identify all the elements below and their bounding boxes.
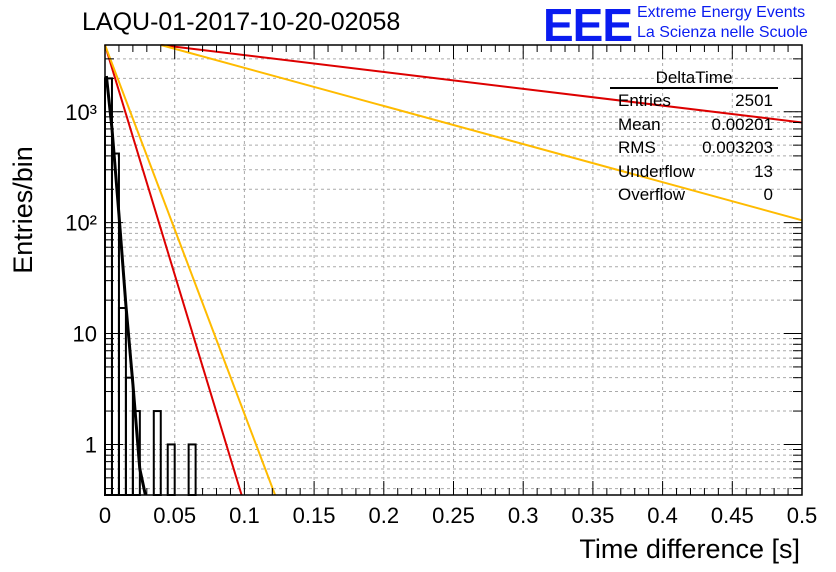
histogram-bar [117,306,127,496]
reference-line [160,44,803,124]
histogram-bar [104,77,113,497]
stats-row-rms: RMS 0.003203 [604,136,778,160]
y-tick-label: 10 [73,322,97,347]
stats-value: 0 [763,185,773,204]
stats-value: 0.00201 [711,114,773,134]
histogram-bar [166,443,176,497]
x-tick-label: 0.2 [369,503,400,528]
x-tick-label: 0.35 [571,503,614,528]
x-axis-label: Time difference [s] [579,534,800,564]
x-tick-label: 0.5 [787,503,818,528]
stats-row-mean: Mean 0.00201 [604,113,778,137]
stats-value: 0.003203 [702,138,773,157]
stats-label: Mean [618,114,661,134]
grid-lines [105,45,802,495]
stats-label: Overflow [618,185,686,204]
x-tick-label: 0.25 [432,503,475,528]
stats-label: Entries [618,91,671,110]
x-tick-label: 0.4 [647,503,678,528]
y-tick-label: 10³ [65,100,97,125]
histogram-bar [152,410,162,496]
histogram-bar [187,443,197,497]
x-tick-label: 0.05 [153,503,196,528]
reference-line [104,44,277,496]
axes: 0 0.05 0.1 0.15 0.2 0.25 0.3 0.35 0.4 0.45 0.5 1 10 1… [65,44,818,528]
x-tick-label: 0.15 [293,503,336,528]
y-tick-label: 1 [85,432,97,457]
reference-line [160,44,803,222]
stats-label: Underflow [618,161,695,181]
stats-box: DeltaTime Entries 2501 Mean 0.00201 RMS … [604,68,778,207]
logo-line-1: Extreme Energy Events [637,4,806,21]
stats-label: RMS [618,138,656,157]
chart-title: LAQU-01-2017-10-20-02058 [82,8,401,36]
x-tick-label: 0 [99,503,111,528]
x-tick-label: 0.45 [711,503,754,528]
eee-logo: EEE [543,0,633,51]
stats-value: 2501 [735,91,773,110]
stats-row-underflow: Underflow 13 [604,160,778,184]
y-axis-label: Entries/bin [8,146,38,274]
logo-line-2: La Scienza nelle Scuole [637,24,808,41]
x-tick-label: 0.3 [508,503,539,528]
stats-box-title: DeltaTime [610,68,778,89]
x-tick-label: 0.1 [229,503,260,528]
stats-value: 13 [754,161,773,181]
histogram-bars [104,77,197,497]
stats-row-entries: Entries 2501 [604,89,778,113]
reference-line [104,44,243,496]
stats-row-overflow: Overflow 0 [604,183,778,207]
y-tick-label: 10² [65,211,97,236]
